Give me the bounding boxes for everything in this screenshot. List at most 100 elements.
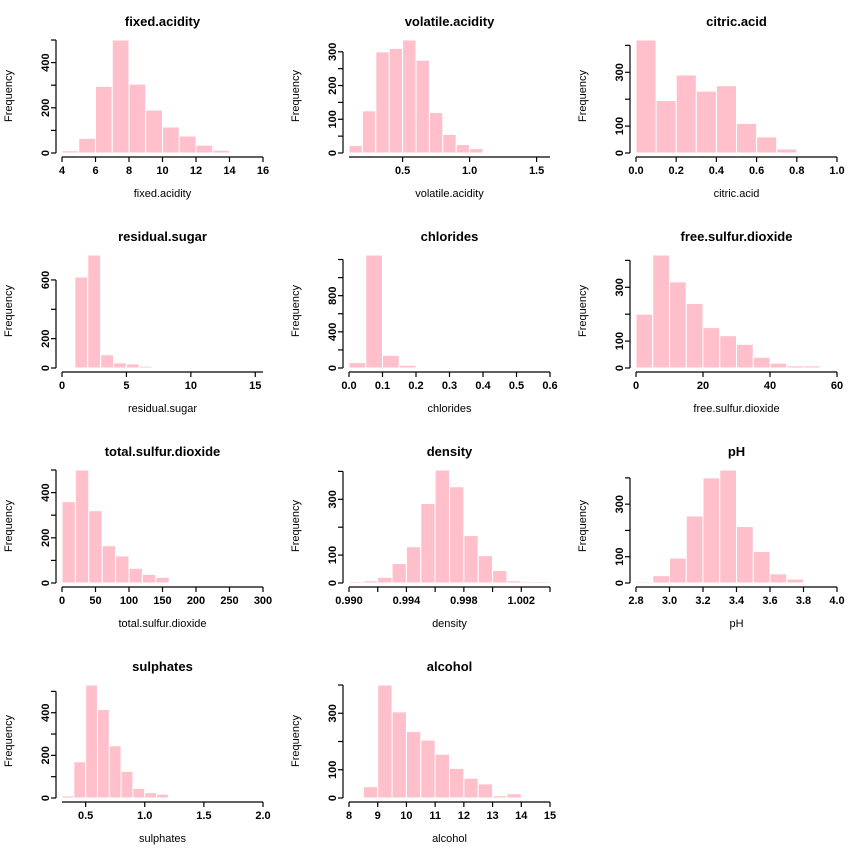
- plot-area-residual-sugar: 0 5 10 15 0 200 600: [40, 254, 269, 392]
- histogram-panel-volatile-acidity: 0.5 1.0 1.5 0 100 200 300 volatile.acidity Fre…: [287, 0, 574, 215]
- histogram-bar: [477, 783, 494, 799]
- plot-area-density: 0.990 0.994 0.998 1.002 0 100 300: [327, 469, 551, 607]
- chart-title: alcohol: [426, 659, 473, 674]
- histogram-bar: [719, 335, 737, 369]
- y-tick-label: 200: [327, 76, 339, 94]
- y-axis-label: Frequency: [577, 285, 589, 338]
- chart-title: citric.acid: [706, 14, 767, 29]
- histogram-bar: [756, 136, 778, 154]
- histogram-bar: [776, 148, 798, 154]
- y-tick-label: 200: [40, 746, 52, 764]
- histogram-bar: [178, 135, 197, 154]
- histogram-bar: [463, 777, 479, 799]
- y-tick-label: 100: [614, 548, 626, 566]
- histogram-bar: [702, 327, 721, 369]
- y-tick-label: 200: [40, 329, 52, 347]
- histogram-bar: [167, 796, 181, 799]
- histogram-bar: [635, 313, 654, 369]
- x-tick-label: 150: [153, 595, 171, 607]
- histogram-bar: [391, 711, 407, 799]
- histogram-panel-citric-acid: 0.0 0.2 0.4 0.6 0.8 1.0 0 100 300 citric.acid Fr…: [574, 0, 861, 215]
- chart-title: chlorides: [420, 229, 479, 244]
- histogram-bar: [520, 581, 537, 584]
- histogram-bar: [128, 567, 143, 584]
- histogram-bar: [74, 469, 90, 584]
- x-axis-label: fixed.acidity: [133, 188, 192, 200]
- histogram-bar: [111, 39, 130, 154]
- y-axis-label: Frequency: [3, 70, 15, 123]
- x-axis-label: alcohol: [432, 833, 467, 845]
- y-tick-label: 300: [327, 704, 339, 722]
- histogram-bar: [463, 535, 479, 584]
- chart-title: volatile.acidity: [404, 14, 495, 29]
- histogram-bar: [769, 362, 788, 369]
- x-tick-label: 15: [249, 380, 261, 392]
- x-tick-label: 12: [458, 810, 470, 822]
- x-tick-label: 0.998: [450, 595, 478, 607]
- chart-title: pH: [727, 444, 746, 459]
- y-tick-label: 0: [327, 580, 339, 586]
- y-axis-label: Frequency: [3, 500, 15, 553]
- histogram-bar: [156, 793, 169, 799]
- histogram-bar: [415, 59, 430, 154]
- histogram-bar: [434, 469, 450, 584]
- histogram-bar: [398, 364, 417, 369]
- y-tick-label: 400: [40, 483, 52, 501]
- y-tick-label: 100: [614, 332, 626, 350]
- histogram-bar: [61, 501, 76, 584]
- x-tick-label: 0.8: [789, 165, 804, 177]
- histogram-bar: [420, 502, 436, 584]
- x-tick-label: 1.0: [462, 165, 477, 177]
- histogram-bar: [449, 767, 465, 799]
- x-tick-label: 3.2: [695, 595, 710, 607]
- histogram-bar: [492, 569, 508, 584]
- x-tick-label: 1.5: [529, 165, 544, 177]
- histogram-bar: [702, 477, 721, 584]
- histogram-bar: [635, 39, 657, 154]
- y-tick-label: 400: [40, 704, 52, 722]
- y-axis-label: Frequency: [3, 715, 15, 768]
- chart-title: residual.sugar: [118, 229, 207, 244]
- histogram-bar: [669, 557, 687, 584]
- x-tick-label: 4: [59, 165, 66, 177]
- x-tick-label: 0: [59, 595, 65, 607]
- y-axis-label: Frequency: [290, 500, 302, 553]
- y-tick-label: 100: [327, 110, 339, 128]
- x-tick-label: 0.5: [395, 165, 410, 177]
- x-tick-label: 16: [257, 165, 269, 177]
- plot-area-fixed-acidity: 4 6 8 10 12 14 16 0 200 400: [40, 39, 269, 177]
- histogram-bar: [120, 770, 134, 799]
- histogram-bar: [115, 555, 130, 584]
- histogram-bar: [786, 365, 804, 369]
- y-tick-label: 600: [40, 271, 52, 289]
- histogram-bar: [375, 51, 390, 154]
- histogram-bar: [675, 74, 697, 154]
- histogram-panel-sulphates: 0.5 1.0 1.5 2.0 0 200 400 sulphates Frequency …: [0, 645, 287, 860]
- x-tick-label: 2.0: [255, 810, 270, 822]
- x-tick-label: 0.4: [709, 165, 725, 177]
- x-axis-label: free.sulfur.dioxide: [693, 403, 780, 415]
- y-tick-label: 0: [614, 365, 626, 371]
- x-tick-label: 0: [633, 380, 639, 392]
- y-tick-label: 300: [327, 43, 339, 61]
- histogram-bar: [85, 684, 98, 799]
- x-tick-label: 200: [187, 595, 205, 607]
- histogram-bar: [78, 137, 96, 154]
- histogram-bar: [736, 122, 758, 154]
- plot-area-volatile-acidity: 0.5 1.0 1.5 0 100 200 300: [327, 39, 550, 177]
- histogram-bar: [434, 753, 450, 799]
- histogram-panel-density: 0.990 0.994 0.998 1.002 0 100 300 density Freq…: [287, 430, 574, 645]
- x-axis-label: residual.sugar: [127, 403, 198, 415]
- x-axis-label: total.sulfur.dioxide: [118, 618, 207, 630]
- y-tick-label: 0: [40, 580, 52, 586]
- histogram-bar: [736, 526, 754, 584]
- histogram-bar: [469, 148, 484, 154]
- x-tick-label: 0.4: [475, 380, 491, 392]
- chart-title: density: [426, 444, 473, 459]
- histogram-panel-fixed-acidity: 4 6 8 10 12 14 16 0 200 400 fixed.acidity Frequen…: [0, 0, 287, 215]
- histogram-bar: [145, 109, 163, 154]
- histogram-bar: [144, 792, 158, 799]
- histogram-bar: [361, 110, 377, 154]
- chart-title: sulphates: [132, 659, 193, 674]
